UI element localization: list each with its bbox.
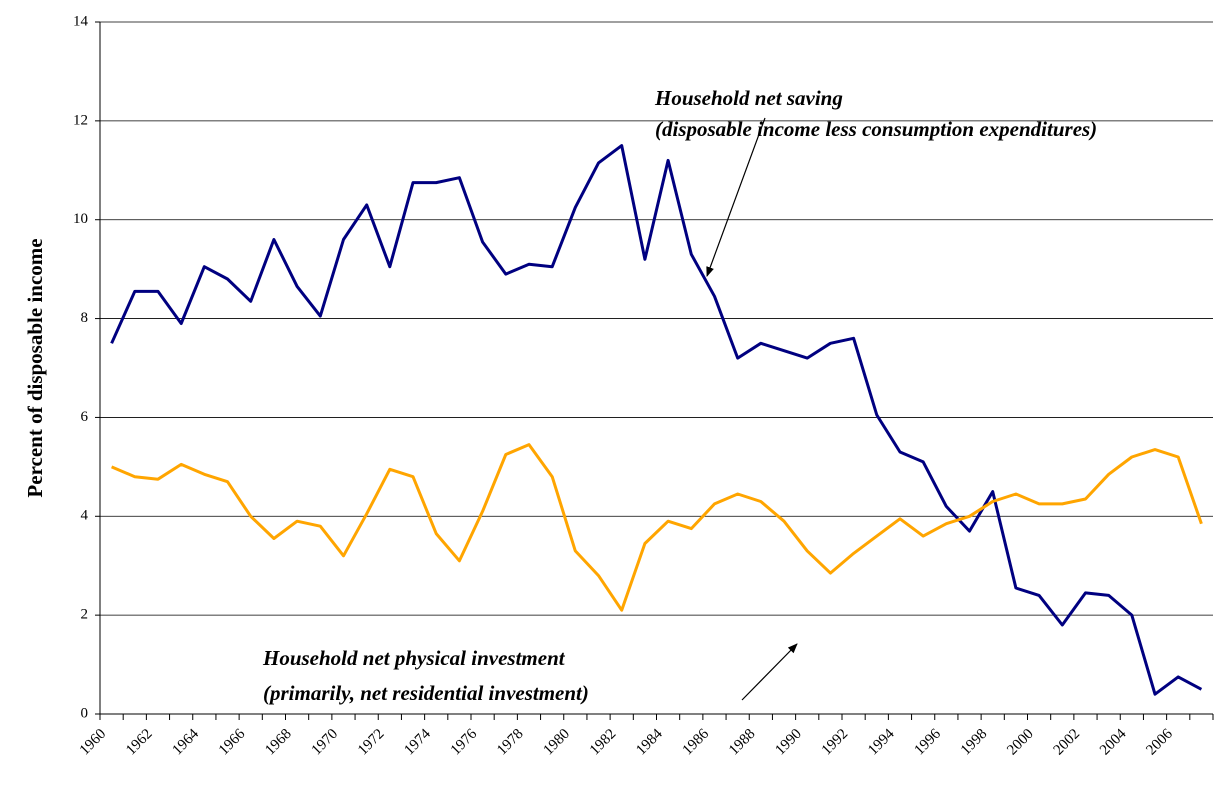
y-tick-label: 12 bbox=[73, 112, 88, 128]
x-tick-label: 2000 bbox=[1004, 726, 1037, 759]
x-tick-label: 2006 bbox=[1143, 726, 1176, 759]
x-tick-label: 1990 bbox=[772, 726, 805, 759]
x-tick-label: 1978 bbox=[494, 726, 527, 759]
x-tick-label: 1962 bbox=[123, 726, 156, 759]
x-tick-label: 1976 bbox=[448, 726, 481, 759]
annotation: (primarily, net residential investment) bbox=[263, 681, 589, 705]
annotation-arrow bbox=[741, 643, 798, 701]
x-tick-label: 1974 bbox=[401, 726, 434, 759]
annotation: Household net physical investment bbox=[262, 646, 566, 670]
y-tick-label: 8 bbox=[81, 310, 89, 326]
x-tick-label: 1980 bbox=[540, 726, 573, 759]
annotation-arrow bbox=[706, 117, 766, 277]
x-tick-label: 1996 bbox=[911, 726, 944, 759]
x-tick-label: 1966 bbox=[216, 726, 249, 759]
x-tick-label: 1960 bbox=[77, 726, 110, 759]
x-tick-label: 1992 bbox=[819, 726, 852, 759]
y-tick-label: 2 bbox=[81, 607, 89, 623]
series-line bbox=[110, 144, 1203, 696]
x-tick-label: 1994 bbox=[865, 726, 898, 759]
annotation: Household net saving bbox=[654, 86, 843, 110]
series-line bbox=[111, 443, 1203, 612]
y-tick-label: 4 bbox=[81, 508, 89, 524]
x-tick-label: 1998 bbox=[958, 726, 991, 759]
x-tick-label: 1988 bbox=[726, 726, 759, 759]
y-tick-label: 6 bbox=[81, 409, 89, 425]
x-tick-label: 1984 bbox=[633, 726, 666, 759]
x-tick-label: 1968 bbox=[262, 726, 295, 759]
x-tick-label: 2002 bbox=[1051, 726, 1084, 759]
y-tick-label: 0 bbox=[81, 705, 89, 721]
x-tick-label: 1972 bbox=[355, 726, 388, 759]
y-tick-label: 10 bbox=[73, 211, 88, 227]
x-tick-label: 2004 bbox=[1097, 726, 1130, 759]
x-tick-label: 1964 bbox=[169, 726, 202, 759]
x-tick-label: 1982 bbox=[587, 726, 620, 759]
x-tick-label: 1986 bbox=[680, 726, 713, 759]
x-tick-label: 1970 bbox=[309, 726, 342, 759]
y-tick-label: 14 bbox=[73, 13, 89, 29]
annotation: (disposable income less consumption expe… bbox=[655, 117, 1097, 141]
y-axis-label: Percent of disposable income bbox=[23, 238, 47, 497]
